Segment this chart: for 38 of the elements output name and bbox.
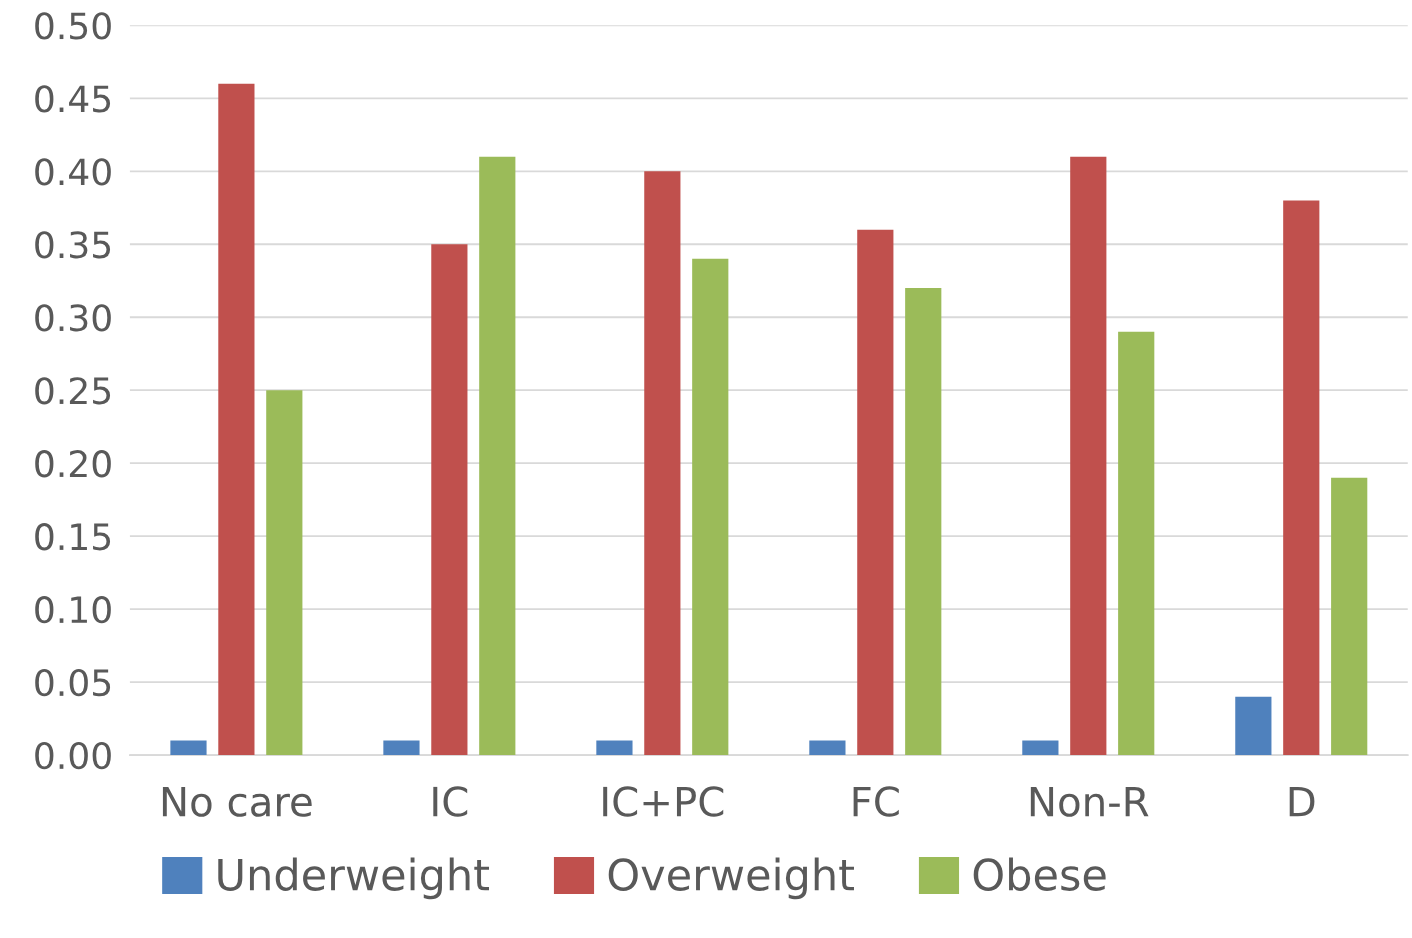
bar	[170, 740, 207, 756]
bar	[692, 258, 729, 756]
bar	[1070, 156, 1107, 756]
y-tick-label: 0.30	[35, 304, 111, 332]
bar	[1235, 696, 1272, 756]
y-tick-label: 0.20	[35, 450, 111, 478]
bar	[1118, 331, 1155, 756]
bar	[809, 740, 846, 756]
bar	[266, 390, 303, 756]
bar	[644, 171, 681, 756]
bar	[905, 288, 942, 756]
y-tick-label: 0.50	[35, 12, 111, 40]
y-tick-label: 0.40	[35, 158, 111, 186]
y-tick-label: 0.00	[35, 742, 111, 770]
y-tick-label: 0.10	[35, 596, 111, 624]
legend-label: Underweight	[218, 857, 490, 900]
x-tick-label: IC+PC	[603, 786, 724, 817]
x-tick-label: FC	[853, 786, 899, 817]
bar	[431, 244, 468, 756]
y-tick-label: 0.15	[35, 523, 111, 551]
bar	[857, 229, 894, 756]
bar	[596, 740, 633, 756]
bar	[383, 740, 420, 756]
legend-label: Overweight	[608, 857, 854, 900]
bar	[479, 156, 516, 756]
y-tick-label: 0.25	[35, 377, 111, 405]
y-tick-label: 0.05	[35, 669, 111, 697]
y-tick-label: 0.45	[35, 85, 111, 113]
x-tick-label: Non-R	[1030, 786, 1149, 817]
bar	[1283, 200, 1320, 756]
x-tick-label: IC	[433, 786, 468, 817]
y-tick-label: 0.35	[35, 231, 111, 259]
bar	[1331, 477, 1368, 756]
x-tick-label: D	[1289, 786, 1315, 817]
bar	[1022, 740, 1059, 756]
legend-label: Obese	[973, 857, 1106, 891]
x-tick-label: No care	[162, 786, 312, 817]
bar	[218, 83, 255, 756]
